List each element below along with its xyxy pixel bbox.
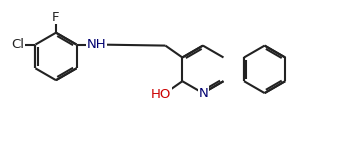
Text: NH: NH [87,38,107,51]
Text: F: F [52,11,60,24]
Text: F: F [52,11,60,24]
Text: Cl: Cl [12,38,25,51]
Text: N: N [199,87,208,100]
Text: HO: HO [151,88,171,101]
Text: Cl: Cl [12,38,25,51]
